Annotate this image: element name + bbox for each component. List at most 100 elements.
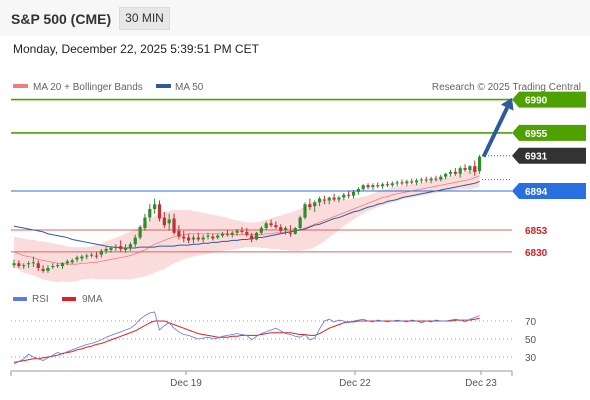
x-tick-label: Dec 19 <box>170 378 202 389</box>
candle <box>347 190 351 199</box>
candle-body <box>177 230 181 237</box>
candles <box>12 154 482 273</box>
candle <box>254 231 259 241</box>
candle-body <box>196 237 200 240</box>
candle <box>448 170 453 177</box>
candle <box>177 225 181 240</box>
candle-body <box>342 194 346 198</box>
candle-body <box>478 156 482 171</box>
candle-body <box>133 237 137 245</box>
candle-body <box>366 185 370 188</box>
candle-body <box>473 166 477 172</box>
candle <box>322 195 326 205</box>
candle <box>162 211 166 229</box>
candle-body <box>448 171 453 174</box>
candle-body <box>439 176 443 180</box>
candle-body <box>80 256 84 259</box>
rsi-ma-legend-swatch <box>62 297 76 301</box>
candle-body <box>51 266 55 268</box>
candle-body <box>322 199 326 201</box>
candle <box>51 263 55 269</box>
candle-body <box>153 204 157 210</box>
candle <box>235 228 239 236</box>
candle-body <box>225 233 229 235</box>
level-tags: 6990 6955 6931 6894 6853 6830 <box>512 91 586 259</box>
last-label: 6931 <box>525 152 548 163</box>
ma50-legend-swatch <box>156 84 171 88</box>
support-1-label: 6853 <box>525 226 548 237</box>
candle <box>12 259 16 268</box>
candle <box>337 195 341 203</box>
credit-label: Research © 2025 Trading Central <box>432 82 581 93</box>
candle-body <box>26 263 31 265</box>
candle <box>434 175 438 182</box>
candle-body <box>143 217 147 229</box>
candle-body <box>327 197 331 201</box>
candle-body <box>157 204 162 219</box>
candle-body <box>254 232 259 240</box>
price-legend: MA 20 + Bollinger Bands MA 50 Research ©… <box>13 82 581 93</box>
candle <box>211 233 215 241</box>
candle-body <box>182 236 186 239</box>
candle-body <box>17 263 21 267</box>
candle <box>22 263 26 269</box>
rsi-level-30-label: 30 <box>525 353 537 364</box>
rsi-lines <box>13 311 480 365</box>
candle-body <box>356 189 360 192</box>
candle-body <box>230 232 234 235</box>
candle-body <box>337 197 341 200</box>
candle-body <box>123 248 128 250</box>
candle <box>264 221 268 230</box>
timeframe-button[interactable]: 30 MIN <box>119 7 170 30</box>
candle-body <box>201 237 205 240</box>
candle-body <box>104 248 108 251</box>
candle-body <box>167 219 171 224</box>
candle <box>70 258 74 265</box>
candle <box>104 247 108 254</box>
candle <box>148 204 152 222</box>
candle <box>172 213 176 235</box>
candle <box>60 262 65 269</box>
candle-body <box>385 184 390 186</box>
candle-body <box>293 228 297 234</box>
candle-body <box>109 248 113 250</box>
candle <box>128 242 132 251</box>
candle <box>351 189 356 199</box>
candle-body <box>119 246 123 249</box>
candle <box>317 196 322 207</box>
candle <box>293 227 297 235</box>
candle-body <box>56 265 60 267</box>
trend-arrow-head <box>500 97 514 111</box>
candle <box>216 233 220 240</box>
candle <box>390 181 394 188</box>
candle <box>468 165 472 174</box>
rsi-legend-label: RSI <box>32 294 49 305</box>
candle-body <box>381 184 385 187</box>
candle-body <box>114 247 118 249</box>
candle-body <box>429 178 433 181</box>
candle-body <box>36 263 40 268</box>
candle <box>284 226 288 235</box>
candle-body <box>405 181 409 184</box>
candle-body <box>419 179 423 181</box>
candle <box>478 154 482 174</box>
resistance-2-tag <box>512 91 586 108</box>
candle <box>36 260 40 271</box>
trend-arrow-shaft <box>481 106 510 158</box>
candle-body <box>308 204 312 208</box>
chart-timestamp: Monday, December 22, 2025 5:39:51 PM CET <box>13 42 259 56</box>
candle <box>400 179 404 186</box>
candle <box>65 259 69 266</box>
candle-body <box>206 235 210 237</box>
key-levels <box>11 98 512 253</box>
candle <box>225 229 229 237</box>
candle-body <box>128 244 132 249</box>
candle <box>230 230 234 238</box>
candle <box>419 177 423 184</box>
candle <box>182 230 186 243</box>
candle <box>56 263 60 268</box>
candle <box>332 193 336 202</box>
candle-body <box>400 182 404 184</box>
ma50-line <box>13 180 480 249</box>
x-tick-label: Dec 23 <box>465 378 497 389</box>
